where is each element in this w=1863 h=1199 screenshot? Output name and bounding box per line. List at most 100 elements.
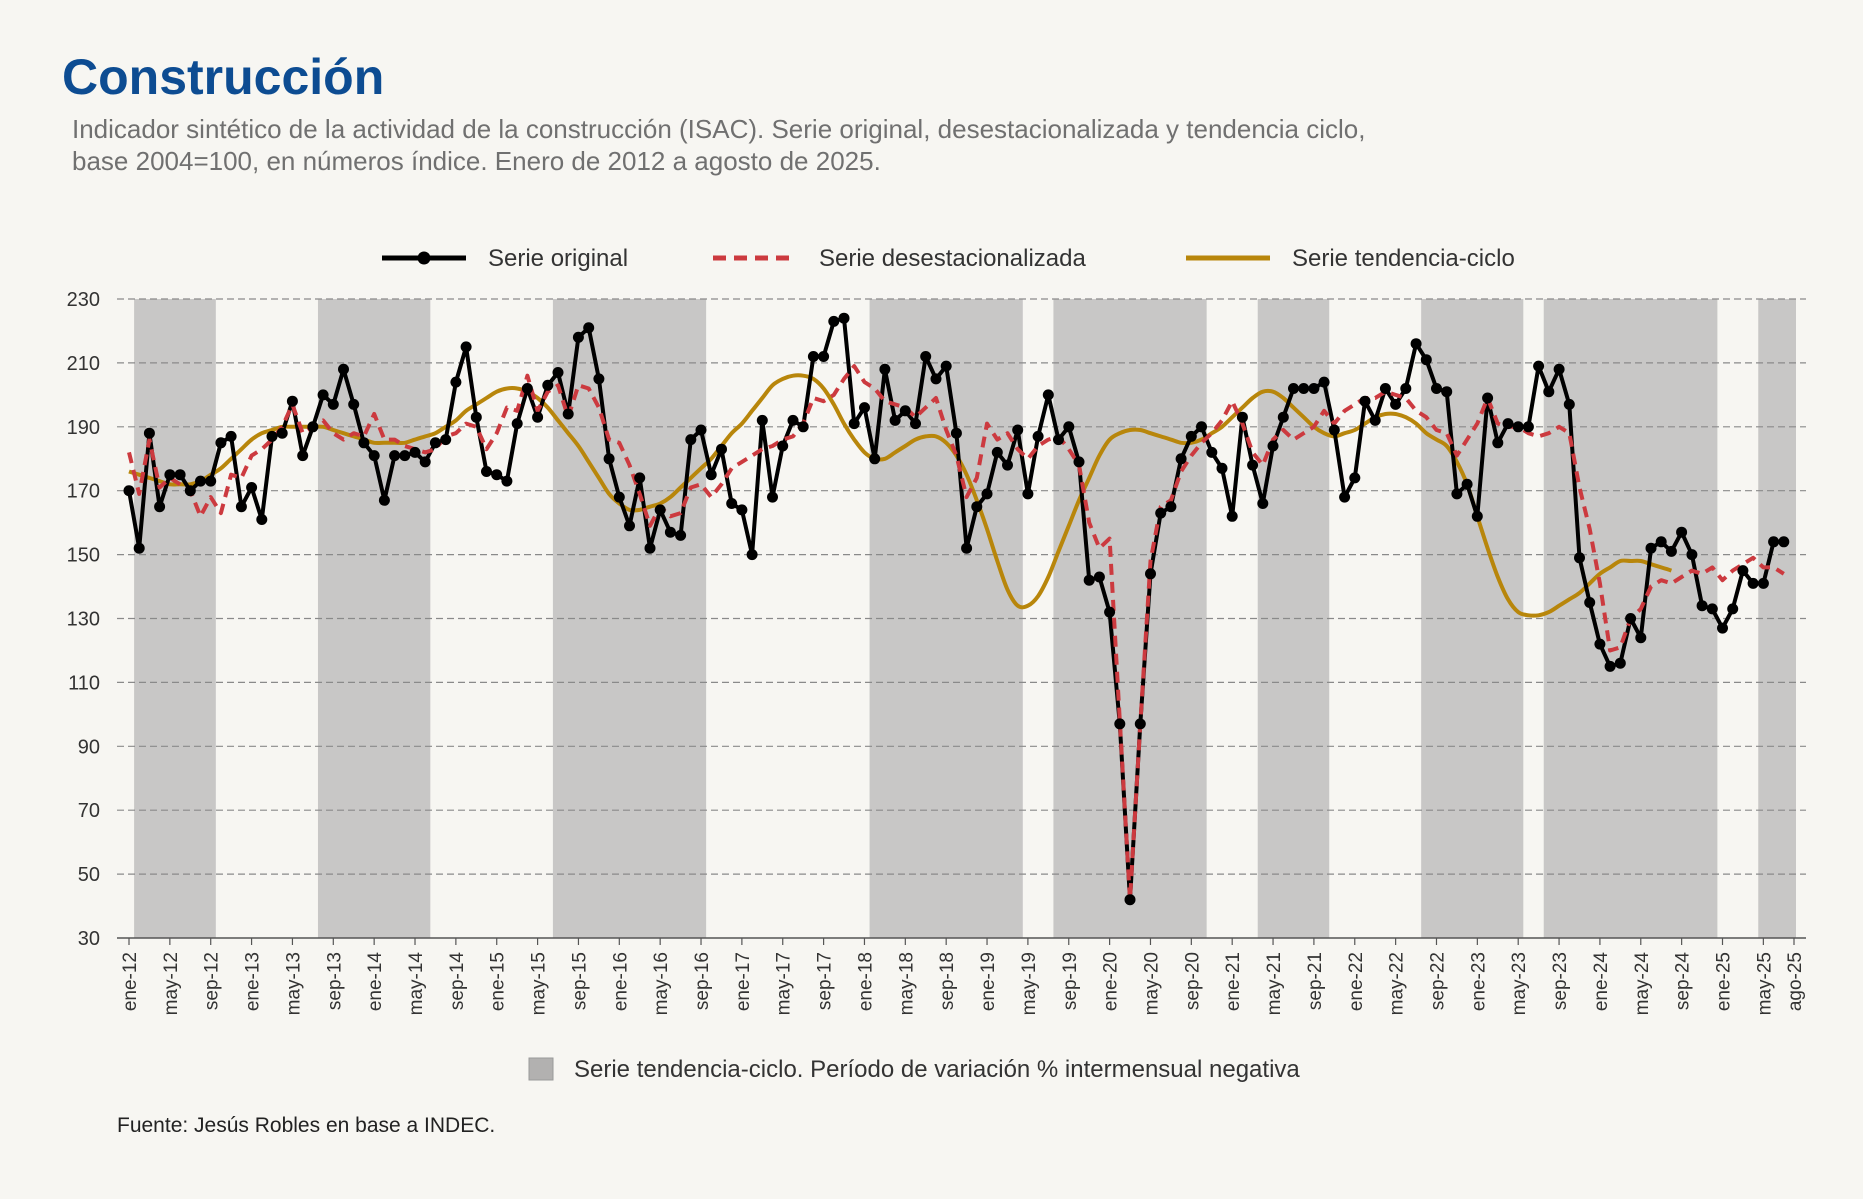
x-tick-label: may-19 (1019, 952, 1040, 1015)
x-tick-label: sep-22 (1427, 952, 1448, 1010)
data-point (348, 398, 360, 410)
data-point (899, 405, 911, 417)
data-point (1604, 660, 1616, 672)
data-point (1645, 542, 1657, 554)
x-tick-label: may-17 (774, 952, 795, 1015)
y-tick-label: 190 (67, 417, 100, 439)
data-point (1431, 383, 1442, 394)
data-point (1206, 446, 1218, 458)
x-tick-label: ago-25 (1785, 952, 1806, 1011)
data-point (1002, 459, 1013, 471)
data-point (1441, 386, 1453, 398)
data-point (1247, 459, 1259, 471)
x-tick-label: may-23 (1509, 952, 1530, 1015)
data-point (1706, 603, 1718, 615)
data-point (920, 351, 932, 362)
data-point (797, 421, 809, 433)
data-point (1022, 488, 1034, 500)
y-tick-label: 30 (78, 928, 100, 950)
data-point (1032, 430, 1044, 442)
data-point (695, 424, 707, 436)
y-tick-label: 130 (67, 609, 100, 631)
data-point (603, 453, 615, 465)
data-point (624, 520, 635, 532)
data-point (1318, 376, 1330, 388)
data-point (1359, 395, 1371, 407)
data-point (1768, 536, 1780, 548)
data-point (1717, 622, 1728, 634)
data-point (429, 437, 441, 449)
data-point (644, 542, 656, 554)
data-point (143, 427, 155, 439)
data-point (154, 501, 166, 513)
data-point (746, 549, 758, 561)
data-point (256, 514, 268, 525)
data-point (1451, 488, 1463, 500)
y-tick-label: 170 (67, 481, 100, 503)
legend-label: Serie tendencia-ciclo (1292, 245, 1515, 272)
data-point (501, 475, 513, 487)
data-point (859, 402, 870, 414)
y-tick-label: 70 (78, 800, 100, 822)
data-point (1614, 657, 1626, 669)
x-tick-label: ene-25 (1713, 952, 1734, 1011)
data-point (1757, 577, 1769, 589)
data-point (327, 398, 339, 410)
data-point (981, 488, 993, 500)
data-point (1471, 510, 1483, 522)
data-point (1512, 421, 1524, 433)
x-tick-label: ene-21 (1223, 952, 1244, 1011)
data-point (675, 529, 687, 541)
data-point (634, 472, 646, 484)
data-point (767, 491, 778, 503)
data-point (818, 351, 830, 362)
data-point (1349, 472, 1361, 484)
y-tick-label: 90 (78, 736, 100, 758)
y-tick-label: 210 (67, 353, 100, 375)
data-point (1114, 718, 1126, 730)
legend-label-shaded: Serie tendencia-ciclo. Período de variac… (574, 1056, 1300, 1083)
x-tick-label: ene-19 (978, 952, 999, 1011)
y-tick-label: 230 (67, 289, 100, 311)
data-point (910, 418, 921, 430)
data-point (1625, 613, 1637, 624)
data-point (1216, 462, 1228, 474)
data-point (1727, 603, 1739, 615)
data-point (1328, 424, 1340, 436)
x-tick-label: ene-16 (610, 952, 631, 1011)
data-point (726, 498, 738, 509)
data-point (1196, 421, 1207, 433)
data-point (991, 446, 1003, 458)
data-point (246, 482, 258, 493)
data-point (276, 427, 288, 439)
x-tick-label: ene-18 (855, 952, 876, 1011)
source-note: Fuente: Jesús Robles en base a INDEC. (117, 1114, 496, 1137)
data-point (787, 414, 799, 426)
x-tick-label: ene-17 (733, 952, 754, 1011)
data-point (848, 418, 860, 430)
data-point (1369, 414, 1381, 426)
data-point (1737, 565, 1749, 577)
chart-subtitle: Indicador sintético de la actividad de l… (72, 113, 1572, 177)
x-tick-label: ene-22 (1346, 952, 1367, 1011)
data-point (1533, 360, 1545, 372)
data-point (1267, 440, 1279, 452)
data-point (838, 312, 850, 324)
data-point (1073, 456, 1085, 468)
x-tick-label: sep-20 (1182, 952, 1203, 1010)
data-point (419, 456, 431, 468)
data-point (1594, 638, 1606, 650)
data-point (1093, 571, 1105, 583)
data-point (358, 437, 370, 449)
data-point (1175, 453, 1187, 465)
x-tick-label: ene-24 (1591, 952, 1612, 1012)
data-point (1185, 430, 1197, 442)
data-point (1063, 421, 1075, 433)
legend-marker (417, 251, 431, 265)
data-point (1747, 577, 1759, 589)
data-point (286, 395, 298, 407)
data-point (481, 466, 492, 477)
data-point (511, 418, 523, 430)
data-point (532, 411, 544, 423)
